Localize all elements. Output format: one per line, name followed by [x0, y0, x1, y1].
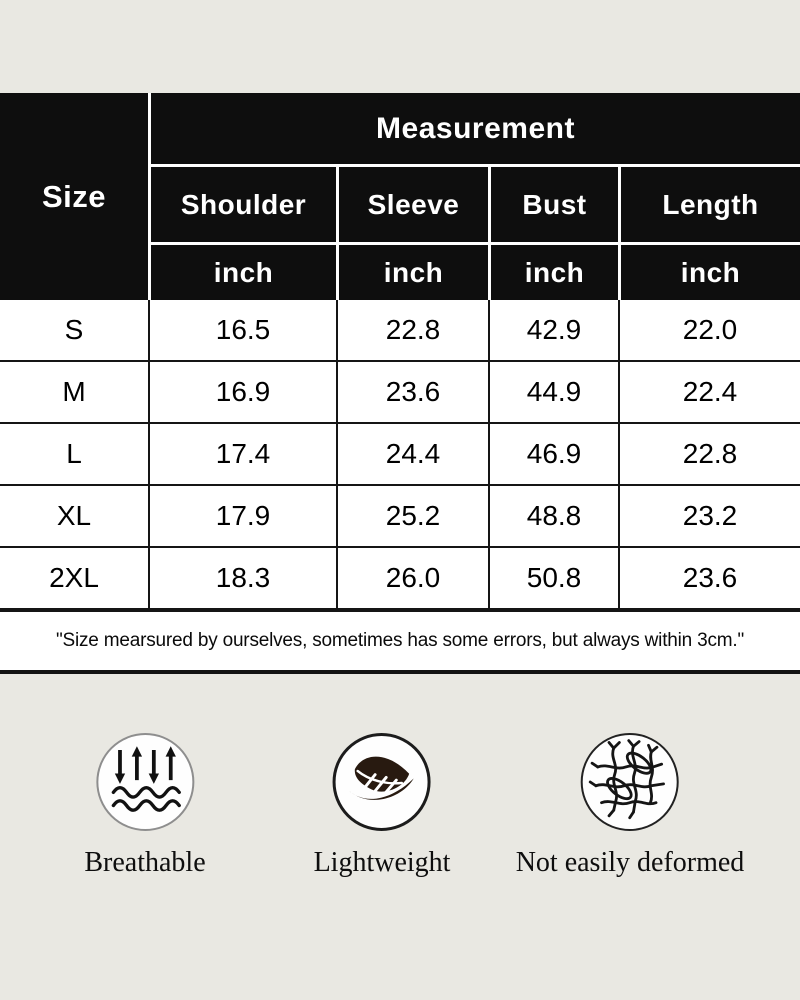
column-header-shoulder: Shoulder — [151, 167, 336, 242]
table-cell: 25.2 — [338, 486, 490, 546]
size-label-cell: 2XL — [0, 548, 150, 608]
unit-cell-shoulder: inch — [151, 245, 336, 300]
table-row: M 16.9 23.6 44.9 22.4 — [0, 362, 800, 424]
column-header-bust: Bust — [491, 167, 618, 242]
feature-breathable: Breathable — [84, 733, 206, 879]
table-cell: 22.0 — [682, 314, 738, 345]
size-label-cell: XL — [0, 486, 150, 546]
column-header-sleeve: Sleeve — [339, 167, 488, 242]
unit-cell-sleeve: inch — [339, 245, 488, 300]
table-cell: 18.3 — [150, 548, 338, 608]
size-label-cell: L — [0, 424, 150, 484]
feature-lightweight: Lightweight — [313, 733, 451, 879]
lightweight-icon — [333, 733, 431, 831]
table-cell: 44.9 — [490, 362, 620, 422]
table-cell: 50.8 — [490, 548, 620, 608]
table-cell: 17.4 — [150, 424, 338, 484]
table-row: S 16.5 22.8 42.9 22.0 — [0, 300, 800, 362]
table-body: S 16.5 22.8 42.9 22.0 M 16.9 23.6 44.9 2… — [0, 300, 800, 612]
table-cell: 17.9 — [150, 486, 338, 546]
table-cell: 22.8 — [338, 300, 490, 360]
table-cell: 23.2 — [682, 500, 738, 531]
table-cell: 42.9 — [490, 300, 620, 360]
measurement-group-header: Measurement — [151, 93, 800, 164]
table-cell: 26.0 — [338, 548, 490, 608]
table-row: L 17.4 24.4 46.9 22.8 — [0, 424, 800, 486]
unit-cell-length: inch — [621, 245, 800, 300]
table-cell: 46.9 — [490, 424, 620, 484]
table-cell: 23.6 — [338, 362, 490, 422]
size-note: "Size mearsured by ourselves, sometimes … — [0, 612, 800, 674]
size-chart-panel: Size Measurement Shoulder Sleeve Bust Le… — [0, 93, 800, 674]
table-cell: 16.5 — [150, 300, 338, 360]
breathable-icon — [96, 733, 194, 831]
size-column-header: Size — [0, 93, 148, 300]
table-cell: 22.8 — [682, 438, 738, 469]
size-label-cell: M — [0, 362, 150, 422]
table-cell: 16.9 — [150, 362, 338, 422]
table-cell: 23.6 — [682, 562, 738, 593]
size-label-cell: S — [0, 300, 150, 360]
table-row: XL 17.9 25.2 48.8 23.2 — [0, 486, 800, 548]
not-easily-deformed-icon — [581, 733, 679, 831]
table-row: 2XL 18.3 26.0 50.8 23.6 — [0, 548, 800, 612]
table-cell: 22.4 — [682, 376, 738, 407]
table-header: Size Measurement Shoulder Sleeve Bust Le… — [0, 93, 800, 300]
unit-cell-bust: inch — [491, 245, 618, 300]
feature-label: Not easily deformed — [515, 847, 745, 878]
feature-not-easily-deformed: Not easily deformed — [515, 733, 745, 879]
feature-label: Breathable — [84, 847, 206, 878]
table-cell: 24.4 — [338, 424, 490, 484]
column-header-length: Length — [621, 167, 800, 242]
feature-label: Lightweight — [313, 847, 451, 878]
table-cell: 48.8 — [490, 486, 620, 546]
